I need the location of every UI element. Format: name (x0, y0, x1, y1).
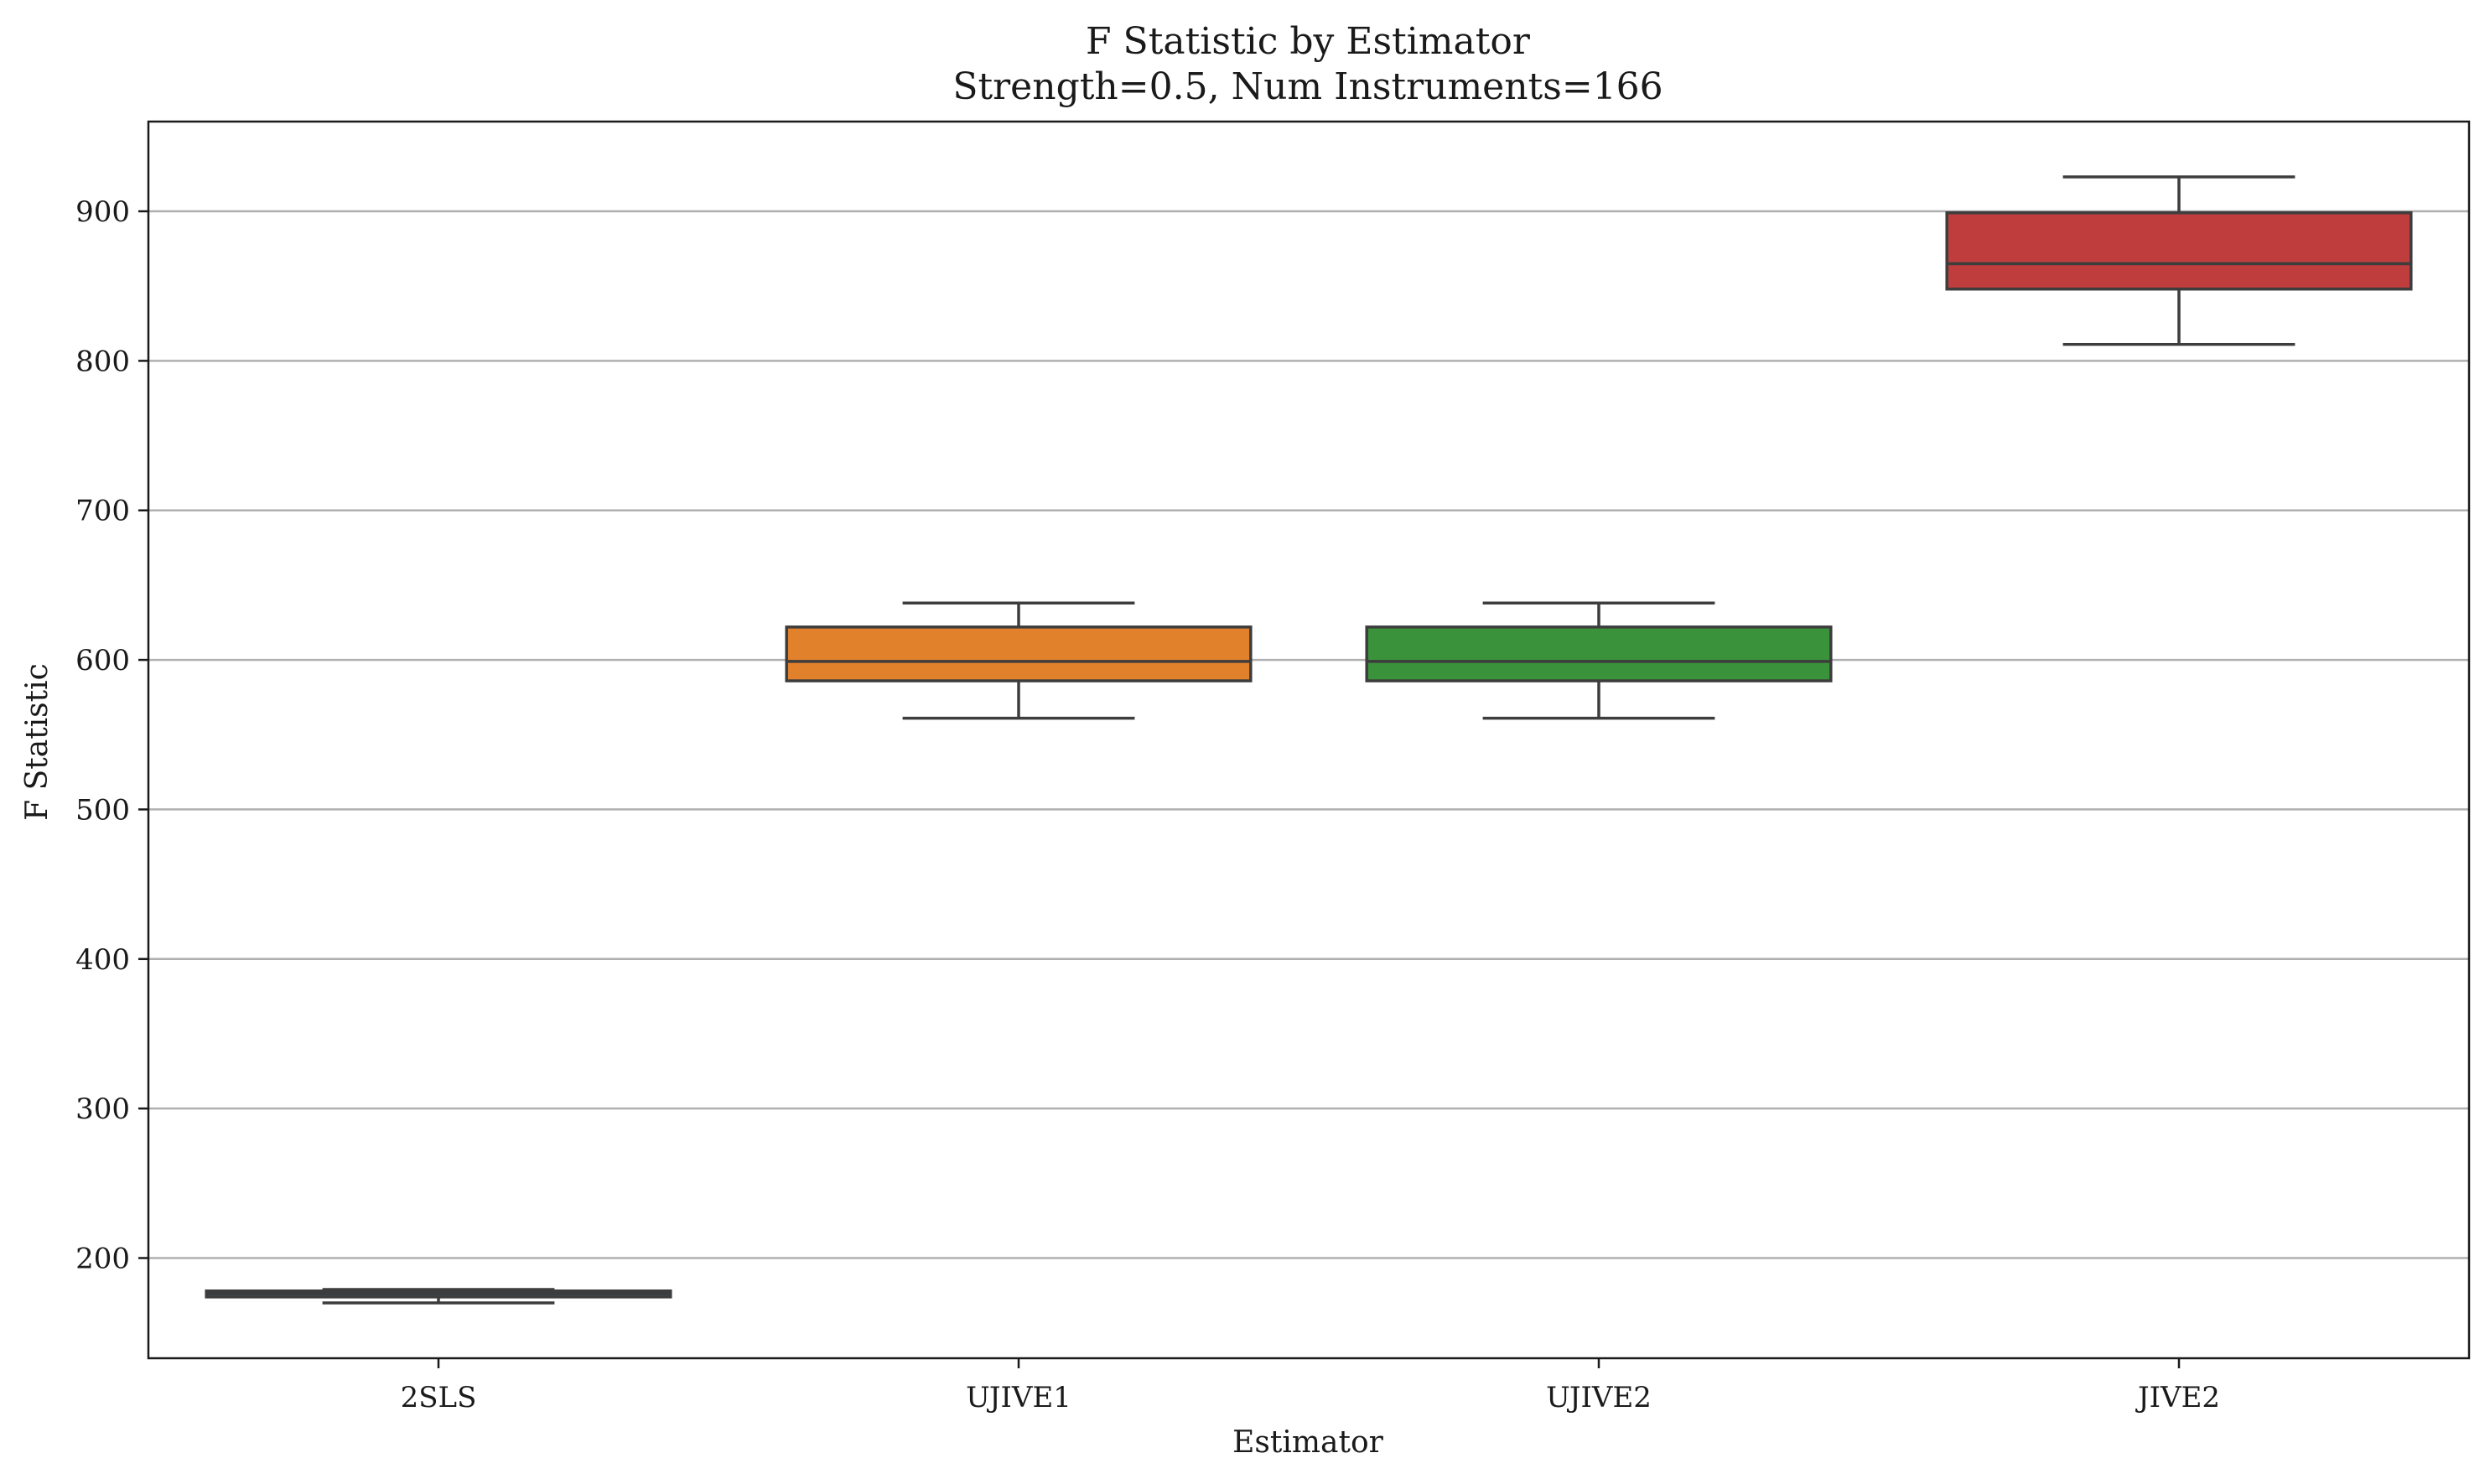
y-tick-label-900: 900 (75, 195, 130, 229)
y-axis-ticks: 200 300 400 500 600 700 800 900 (75, 195, 148, 1276)
y-tick-label-500: 500 (75, 793, 130, 827)
x-axis-label: Estimator (1232, 1425, 1383, 1460)
y-tick-label-200: 200 (75, 1243, 130, 1276)
x-tick-label-UJIVE1: UJIVE1 (966, 1381, 1071, 1414)
y-tick-label-400: 400 (75, 943, 130, 977)
box-iqr (1365, 625, 1833, 682)
y-tick-label-600: 600 (75, 644, 130, 677)
box-iqr (785, 625, 1253, 682)
x-tick-label-JIVE2: JIVE2 (2135, 1381, 2220, 1414)
x-axis-ticks: 2SLS UJIVE1 UJIVE2 JIVE2 (401, 1358, 2220, 1414)
box-UJIVE1 (785, 601, 1253, 720)
y-tick-label-300: 300 (75, 1092, 130, 1126)
chart-title: F Statistic by Estimator (1086, 20, 1531, 63)
plot-area-frame (147, 120, 2471, 1360)
y-tick-label-800: 800 (75, 345, 130, 378)
box-plots (205, 175, 2413, 1305)
box-JIVE2 (1945, 175, 2413, 346)
box-2SLS (205, 1288, 672, 1305)
y-tick-label-700: 700 (75, 495, 130, 528)
box-UJIVE2 (1365, 601, 1833, 720)
x-tick-label-UJIVE2: UJIVE2 (1546, 1381, 1652, 1414)
box-iqr (1945, 211, 2413, 291)
x-tick-label-2SLS: 2SLS (401, 1381, 477, 1414)
chart-subtitle: Strength=0.5, Num Instruments=166 (952, 65, 1663, 108)
gridlines (148, 210, 2469, 1259)
y-axis-label: F Statistic (20, 663, 54, 821)
